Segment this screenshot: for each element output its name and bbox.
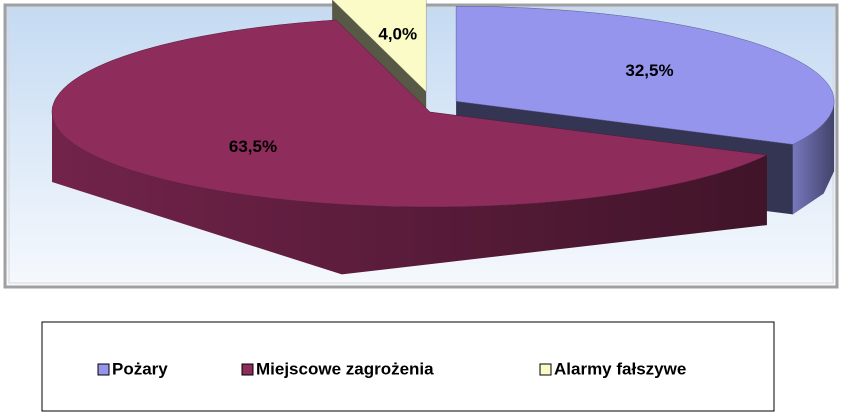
legend-label: Alarmy fałszywe: [554, 359, 686, 378]
slice: [51, 19, 768, 208]
legend-label: Miejscowe zagrożenia: [256, 359, 434, 378]
pie: 32,5% 63,5% 4,0%: [51, 0, 835, 275]
data-label: 63,5%: [229, 137, 277, 156]
legend-swatch: [97, 363, 110, 376]
data-label: 4,0%: [378, 25, 417, 44]
legend-swatch: [241, 363, 254, 376]
legend-label: Pożary: [112, 359, 168, 378]
slice-side: [792, 101, 835, 215]
slice: [332, 0, 427, 93]
legend-swatch: [539, 363, 552, 376]
slice-side: [52, 112, 767, 275]
data-label: 32,5%: [625, 61, 673, 80]
slice: [455, 6, 835, 145]
legend: Pożary Miejscowe zagrożenia Alarmy fałszyw…: [97, 359, 686, 378]
legend-box: [41, 321, 775, 412]
